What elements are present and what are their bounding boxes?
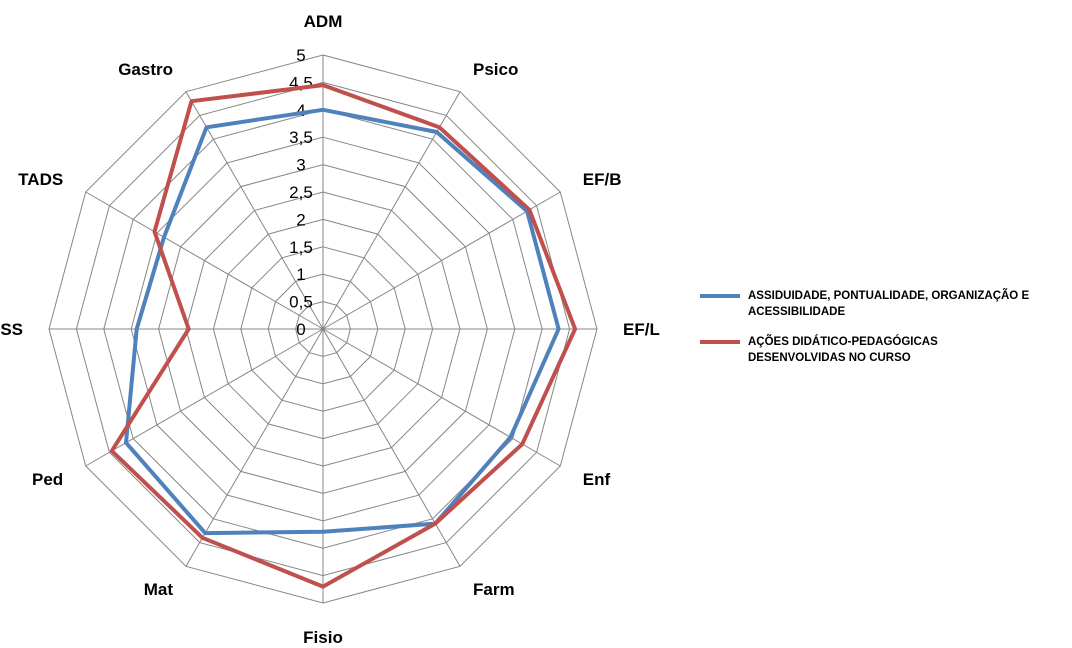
category-label: TADS: [18, 170, 63, 189]
grid-spoke: [185, 328, 324, 567]
radial-tick-label: 3,5: [289, 128, 313, 147]
radial-tick-label: 2,5: [289, 183, 313, 202]
category-label: EF/L: [623, 320, 660, 339]
series-line-acoes: [109, 83, 578, 589]
legend-label-line1: AÇÕES DIDÁTICO-PEDAGÓGICAS: [748, 336, 938, 348]
radial-tick-label: 4: [296, 101, 305, 120]
radial-tick-label: 5: [296, 46, 305, 65]
grid-spoke: [322, 328, 461, 567]
grid-spoke: [85, 191, 324, 330]
legend-swatch-blue: [700, 294, 740, 298]
radial-tick-label: 0,5: [289, 293, 313, 312]
radial-tick-label: 3: [296, 156, 305, 175]
radar-grid: [48, 54, 598, 604]
radial-tick-labels: 00,511,522,533,544,55: [289, 46, 313, 339]
grid-spoke: [322, 328, 561, 467]
category-label: SS: [0, 320, 23, 339]
category-label: Enf: [583, 470, 611, 489]
category-label: ADM: [304, 12, 343, 31]
legend: ASSIDUIDADE, PONTUALIDADE, ORGANIZAÇÃO E…: [700, 288, 1060, 380]
radial-tick-label: 2: [296, 210, 305, 229]
category-label: Fisio: [303, 628, 343, 647]
category-label: Farm: [473, 580, 515, 599]
category-label: EF/B: [583, 170, 622, 189]
grid-spoke: [322, 191, 561, 330]
series-lines: [109, 83, 578, 589]
legend-label-line1: ASSIDUIDADE, PONTUALIDADE, ORGANIZAÇÃO E: [748, 290, 1030, 302]
legend-item-acoes: AÇÕES DIDÁTICO-PEDAGÓGICAS DESENVOLVIDAS…: [700, 334, 1060, 366]
series-line-assiduidade: [124, 107, 561, 536]
legend-label-line2: ACESSIBILIDADE: [748, 306, 846, 318]
category-label: Ped: [32, 470, 63, 489]
radial-tick-label: 0: [296, 320, 305, 339]
category-label: Psico: [473, 60, 518, 79]
grid-spoke: [85, 328, 324, 467]
category-labels: ADM Psico EF/B EF/L Enf Farm Fisio Mat Ped SS TADS…: [0, 12, 660, 647]
legend-swatch-red: [700, 340, 740, 344]
legend-label-line2: DESENVOLVIDAS NO CURSO: [748, 352, 911, 364]
category-label: Mat: [144, 580, 174, 599]
category-label: Gastro: [118, 60, 173, 79]
legend-item-assiduidade: ASSIDUIDADE, PONTUALIDADE, ORGANIZAÇÃO E…: [700, 288, 1060, 320]
grid-spoke: [185, 91, 324, 330]
radial-tick-label: 1: [296, 265, 305, 284]
radial-tick-label: 1,5: [289, 238, 313, 257]
